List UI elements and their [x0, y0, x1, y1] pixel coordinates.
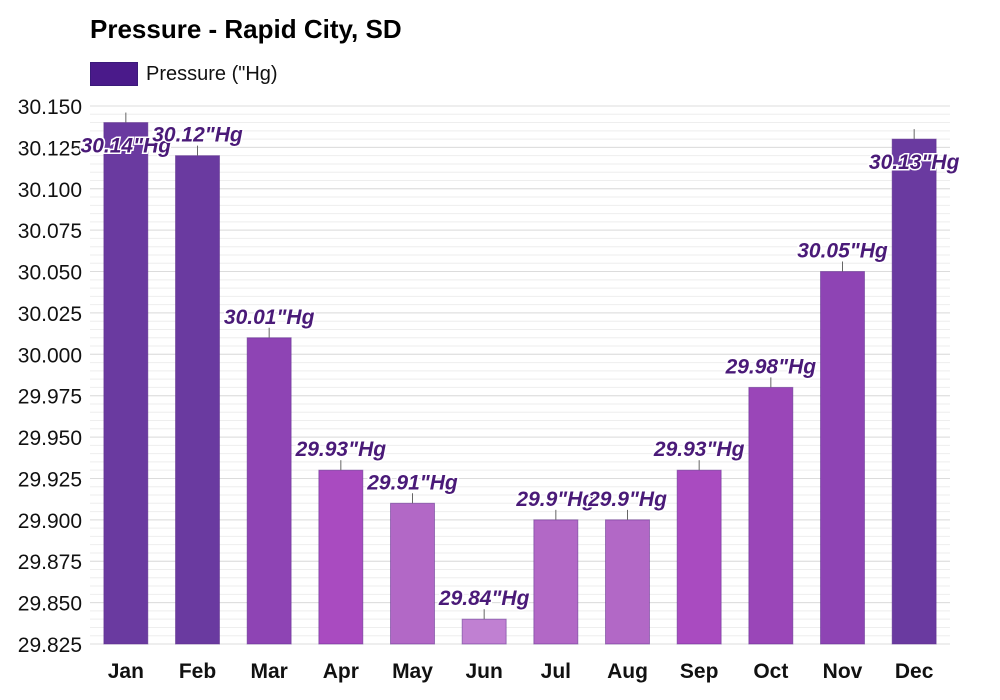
bar-jul: [533, 519, 579, 645]
data-label: 29.93"Hg: [653, 438, 745, 461]
bar-nov: [820, 271, 865, 645]
x-tick-label: Oct: [753, 660, 788, 683]
x-tick-label: Sep: [680, 660, 719, 683]
bar-jan: [103, 122, 149, 645]
y-tick-label: 29.875: [18, 551, 82, 574]
y-axis-ticks: 29.825 29.850 29.875 29.900 29.925 29.950 29.9…: [18, 96, 82, 657]
x-tick-label: May: [392, 660, 433, 683]
data-label: 29.9"Hg: [515, 488, 595, 511]
data-label: 30.14"Hg: [81, 135, 172, 158]
y-tick-label: 29.975: [18, 386, 82, 409]
legend-label: Pressure ("Hg): [146, 62, 278, 85]
bars: [103, 122, 937, 645]
data-label: 30.12"Hg: [152, 124, 243, 147]
y-tick-label: 29.825: [18, 634, 82, 657]
bar-sep: [676, 469, 722, 645]
chart-title: Pressure - Rapid City, SD: [90, 14, 402, 44]
y-tick-label: 30.150: [18, 96, 82, 119]
x-axis-ticks: Jan Feb Mar Apr May Jun Jul Aug Sep Oct Nov Dec: [108, 660, 934, 683]
data-label: 30.05"Hg: [797, 240, 888, 263]
y-tick-label: 30.100: [18, 179, 82, 202]
x-tick-label: Mar: [250, 660, 287, 683]
bar-apr: [318, 469, 364, 645]
data-label: 30.01"Hg: [224, 306, 315, 329]
bar-aug: [605, 519, 650, 645]
legend-swatch: [90, 62, 138, 86]
x-tick-label: Apr: [323, 660, 359, 683]
y-tick-label: 29.850: [18, 593, 82, 616]
gridlines: [90, 105, 950, 645]
y-tick-label: 29.950: [18, 427, 82, 450]
x-tick-label: Feb: [179, 660, 216, 683]
bar-may: [390, 502, 435, 645]
data-label: 29.9"Hg: [587, 488, 667, 511]
y-tick-label: 30.050: [18, 262, 82, 285]
legend: Pressure ("Hg): [90, 62, 278, 86]
data-label: 29.93"Hg: [295, 438, 387, 461]
bar-mar: [246, 337, 292, 645]
bar-jun: [461, 618, 507, 645]
x-tick-label: Nov: [823, 660, 863, 683]
y-tick-label: 29.925: [18, 468, 82, 491]
y-tick-label: 30.025: [18, 303, 82, 326]
bar-dec: [891, 138, 937, 645]
y-tick-label: 30.125: [18, 137, 82, 160]
x-tick-label: Jul: [541, 660, 571, 683]
bar-feb: [175, 155, 220, 645]
x-tick-label: Dec: [895, 660, 934, 683]
y-tick-label: 30.000: [18, 344, 82, 367]
y-tick-label: 29.900: [18, 510, 82, 533]
x-tick-label: Jun: [465, 660, 502, 683]
x-tick-label: Jan: [108, 660, 144, 683]
y-tick-label: 30.075: [18, 220, 82, 243]
data-label: 29.84"Hg: [438, 587, 530, 610]
bar-oct: [748, 386, 794, 645]
data-label: 29.98"Hg: [725, 355, 817, 378]
data-label: 29.91"Hg: [366, 471, 458, 494]
data-label: 30.13"Hg: [869, 151, 960, 174]
x-tick-label: Aug: [607, 660, 648, 683]
